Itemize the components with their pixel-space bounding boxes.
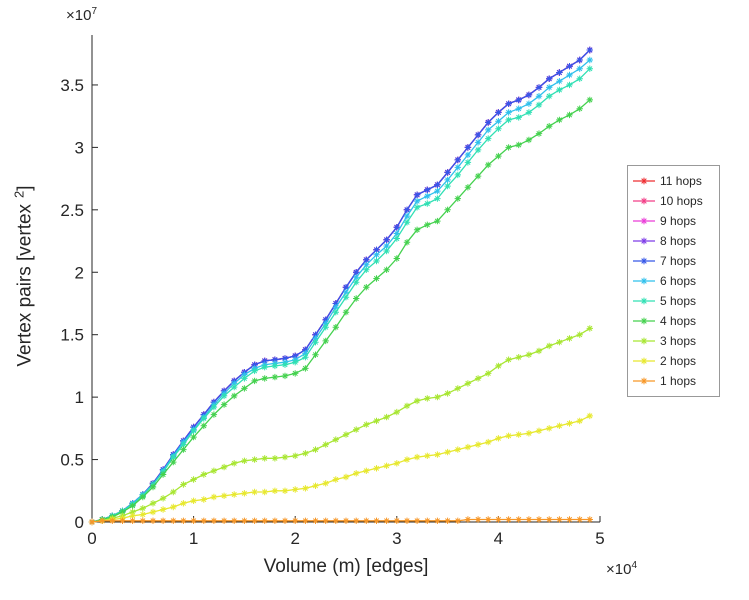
legend-marker-icon [633, 217, 655, 225]
legend-marker-icon [633, 237, 655, 245]
legend-item-1-hops: 1 hops [630, 371, 717, 391]
y-axis-exponent-label: ×107 [66, 6, 97, 24]
series-line-3-hops [88, 325, 593, 526]
y-axis-label-close-bracket: ] [14, 185, 36, 191]
y-exponent-power: 7 [91, 6, 98, 17]
y-tick-label: 2.5 [60, 201, 84, 220]
series-line-7-hops [88, 46, 593, 526]
legend-item-9-hops: 9 hops [630, 211, 717, 231]
legend-item-label: 10 hops [660, 194, 703, 208]
legend-marker-icon [633, 337, 655, 345]
legend-item-8-hops: 8 hops [630, 231, 717, 251]
series-line-4-hops [88, 96, 593, 526]
legend: 11 hops 10 hops 9 hops 8 hops 7 hops 6 hops 5 … [627, 165, 720, 397]
x-exponent-base: ×10 [606, 561, 632, 578]
y-tick-label: 1 [75, 388, 84, 407]
legend-marker-icon [633, 277, 655, 285]
series-line-9-hops [88, 46, 593, 526]
series-line-6-hops [88, 56, 593, 526]
x-tick-label: 5 [595, 529, 604, 548]
series-line-1-hops [88, 516, 593, 526]
legend-item-label: 11 hops [660, 174, 702, 188]
y-tick-label: 3 [75, 138, 84, 157]
legend-item-10-hops: 10 hops [630, 191, 717, 211]
series-line-10-hops [88, 46, 593, 526]
y-axis-label: Vertex pairs [vertex 2] [11, 185, 36, 366]
x-tick-label: 4 [494, 529, 503, 548]
legend-item-6-hops: 6 hops [630, 271, 717, 291]
x-axis-exponent-label: ×104 [606, 560, 637, 578]
legend-item-11-hops: 11 hops [630, 171, 717, 191]
x-tick-label: 1 [189, 529, 198, 548]
legend-item-3-hops: 3 hops [630, 331, 717, 351]
legend-item-5-hops: 5 hops [630, 291, 717, 311]
x-exponent-power: 4 [631, 560, 638, 571]
legend-marker-icon [633, 257, 655, 265]
series-line-11-hops [88, 46, 593, 526]
y-axis-label-text: Vertex pairs [vertex [14, 203, 36, 367]
y-tick-label: 3.5 [60, 76, 84, 95]
legend-item-label: 3 hops [660, 334, 697, 348]
legend-marker-icon [633, 197, 655, 205]
legend-marker-icon [633, 357, 655, 365]
legend-item-label: 8 hops [660, 234, 697, 248]
legend-item-label: 7 hops [660, 254, 697, 268]
legend-item-label: 6 hops [660, 274, 697, 288]
y-exponent-base: ×10 [66, 7, 92, 24]
legend-item-label: 1 hops [660, 374, 697, 388]
legend-marker-icon [633, 317, 655, 325]
legend-item-label: 2 hops [660, 354, 697, 368]
x-tick-label: 3 [392, 529, 401, 548]
x-tick-label: 2 [290, 529, 299, 548]
legend-marker-icon [633, 177, 655, 185]
y-tick-label: 2 [75, 263, 84, 282]
y-tick-label: 1.5 [60, 326, 84, 345]
legend-item-label: 4 hops [660, 314, 697, 328]
legend-item-7-hops: 7 hops [630, 251, 717, 271]
x-axis-label: Volume (m) [edges] [263, 556, 429, 577]
y-axis-label-superscript: 2 [11, 190, 27, 198]
y-tick-label: 0.5 [60, 451, 84, 470]
y-tick-label: 0 [75, 513, 84, 532]
axes-lines [91, 35, 600, 523]
legend-item-2-hops: 2 hops [630, 351, 717, 371]
x-tick-label: 0 [87, 529, 96, 548]
legend-marker-icon [633, 297, 655, 305]
series-line-8-hops [88, 46, 593, 526]
legend-item-4-hops: 4 hops [630, 311, 717, 331]
series-line-2-hops [88, 412, 593, 526]
legend-marker-icon [633, 377, 655, 385]
legend-item-label: 9 hops [660, 214, 697, 228]
legend-item-label: 5 hops [660, 294, 697, 308]
